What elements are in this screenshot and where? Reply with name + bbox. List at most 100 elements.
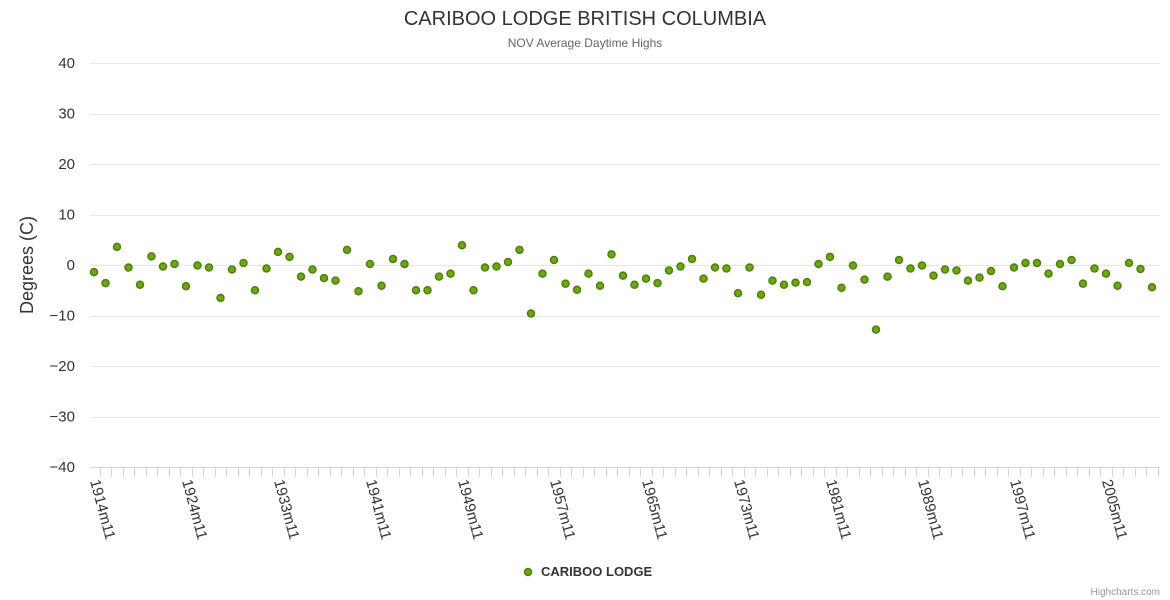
legend[interactable]: CARIBOO LODGE xyxy=(523,564,653,579)
data-point[interactable] xyxy=(837,283,846,292)
data-point[interactable] xyxy=(1147,282,1157,292)
data-point[interactable] xyxy=(791,278,800,287)
data-point[interactable] xyxy=(676,262,685,271)
data-point[interactable] xyxy=(745,263,754,272)
data-point[interactable] xyxy=(986,266,996,276)
data-point[interactable] xyxy=(112,242,122,252)
data-point[interactable] xyxy=(89,267,99,277)
data-point[interactable] xyxy=(250,286,260,295)
data-point[interactable] xyxy=(1136,264,1145,274)
data-point[interactable] xyxy=(561,279,570,288)
data-point[interactable] xyxy=(549,255,559,265)
x-tick-label: 1981m11 xyxy=(822,478,854,542)
data-point[interactable] xyxy=(135,280,145,289)
data-point[interactable] xyxy=(664,266,674,275)
data-point[interactable] xyxy=(480,263,490,272)
data-point[interactable] xyxy=(204,263,214,272)
data-point[interactable] xyxy=(940,265,950,274)
data-point[interactable] xyxy=(883,272,892,281)
data-point[interactable] xyxy=(1113,281,1122,290)
data-point[interactable] xyxy=(952,266,961,275)
data-point[interactable] xyxy=(1101,269,1111,278)
data-point[interactable] xyxy=(193,261,202,270)
data-point[interactable] xyxy=(860,275,869,284)
data-point[interactable] xyxy=(929,271,938,280)
data-point[interactable] xyxy=(906,264,915,273)
data-point[interactable] xyxy=(147,252,156,261)
data-point[interactable] xyxy=(515,245,524,255)
data-point[interactable] xyxy=(595,281,605,290)
data-point[interactable] xyxy=(653,278,662,288)
data-point[interactable] xyxy=(262,264,271,273)
data-point[interactable] xyxy=(584,269,593,278)
data-point[interactable] xyxy=(1021,258,1030,268)
data-point[interactable] xyxy=(538,269,547,278)
data-point[interactable] xyxy=(492,262,501,271)
data-point[interactable] xyxy=(894,255,904,265)
data-point[interactable] xyxy=(101,278,110,288)
data-point[interactable] xyxy=(423,286,432,295)
data-point[interactable] xyxy=(170,259,179,269)
data-point[interactable] xyxy=(641,274,651,283)
data-point[interactable] xyxy=(779,280,789,289)
data-point[interactable] xyxy=(526,309,536,318)
data-point[interactable] xyxy=(1032,258,1042,268)
data-point[interactable] xyxy=(963,276,973,285)
data-point[interactable] xyxy=(124,263,133,272)
data-point[interactable] xyxy=(802,277,812,287)
data-point[interactable] xyxy=(618,271,628,280)
x-tick-label: 1949m11 xyxy=(454,478,486,542)
data-point[interactable] xyxy=(722,264,731,273)
data-point[interactable] xyxy=(158,262,168,271)
data-point[interactable] xyxy=(446,269,455,278)
data-point[interactable] xyxy=(756,290,766,300)
data-point[interactable] xyxy=(469,286,478,295)
x-tick-label: 1989m11 xyxy=(914,478,946,542)
data-point[interactable] xyxy=(917,261,927,270)
data-point[interactable] xyxy=(181,281,191,291)
data-point[interactable] xyxy=(365,259,375,269)
data-point[interactable] xyxy=(768,276,777,285)
data-point[interactable] xyxy=(687,254,697,264)
data-point[interactable] xyxy=(710,263,720,272)
data-point[interactable] xyxy=(630,280,639,289)
data-point[interactable] xyxy=(699,274,708,283)
data-point[interactable] xyxy=(239,258,248,268)
data-point[interactable] xyxy=(388,254,398,264)
data-point[interactable] xyxy=(503,257,513,267)
data-point[interactable] xyxy=(1055,259,1065,269)
data-point[interactable] xyxy=(998,281,1007,291)
data-point[interactable] xyxy=(1044,269,1053,278)
data-point[interactable] xyxy=(607,250,616,259)
data-point[interactable] xyxy=(354,287,363,296)
data-point[interactable] xyxy=(1009,263,1019,272)
data-point[interactable] xyxy=(457,241,467,250)
data-point[interactable] xyxy=(1078,279,1088,288)
data-point[interactable] xyxy=(377,281,386,290)
data-point[interactable] xyxy=(319,273,329,283)
data-point[interactable] xyxy=(285,252,294,262)
data-point[interactable] xyxy=(572,285,582,294)
data-point[interactable] xyxy=(308,265,317,274)
data-point[interactable] xyxy=(434,272,444,281)
data-point[interactable] xyxy=(227,265,237,274)
data-point[interactable] xyxy=(411,286,421,295)
data-point[interactable] xyxy=(1124,258,1134,268)
data-point[interactable] xyxy=(273,247,283,257)
data-point[interactable] xyxy=(400,259,409,269)
data-point[interactable] xyxy=(848,261,858,270)
data-point[interactable] xyxy=(814,259,823,269)
legend-item-label[interactable]: CARIBOO LODGE xyxy=(541,564,653,579)
data-point[interactable] xyxy=(216,293,225,303)
data-point[interactable] xyxy=(871,325,881,334)
data-point[interactable] xyxy=(733,289,743,298)
data-point[interactable] xyxy=(296,272,306,281)
credits-link[interactable]: Highcharts.com xyxy=(1091,587,1160,598)
data-point[interactable] xyxy=(1067,255,1076,265)
data-point[interactable] xyxy=(1090,264,1099,273)
data-point[interactable] xyxy=(975,273,984,282)
data-point[interactable] xyxy=(825,252,835,262)
data-point[interactable] xyxy=(342,245,352,255)
legend-marker-icon[interactable] xyxy=(523,567,533,577)
data-point[interactable] xyxy=(331,276,340,285)
